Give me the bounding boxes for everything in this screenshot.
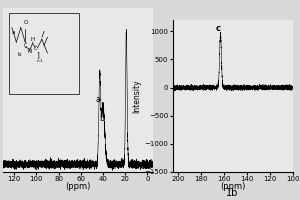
Text: H: H <box>31 37 35 42</box>
Text: ]: ] <box>36 51 39 58</box>
X-axis label: (ppm): (ppm) <box>65 182 91 191</box>
Text: a: a <box>96 95 100 104</box>
Text: O: O <box>24 20 28 25</box>
X-axis label: (ppm): (ppm) <box>220 182 245 191</box>
Text: C: C <box>23 43 27 48</box>
Text: N: N <box>28 49 32 54</box>
Text: C: C <box>34 46 37 51</box>
Text: b: b <box>18 52 21 57</box>
Y-axis label: Intensity: Intensity <box>133 79 142 113</box>
Text: 1b: 1b <box>226 188 239 198</box>
Text: a: a <box>11 30 15 35</box>
Text: b: b <box>99 114 104 123</box>
Bar <box>9 13 79 94</box>
Text: n-1: n-1 <box>36 59 43 63</box>
Text: c: c <box>216 24 221 33</box>
